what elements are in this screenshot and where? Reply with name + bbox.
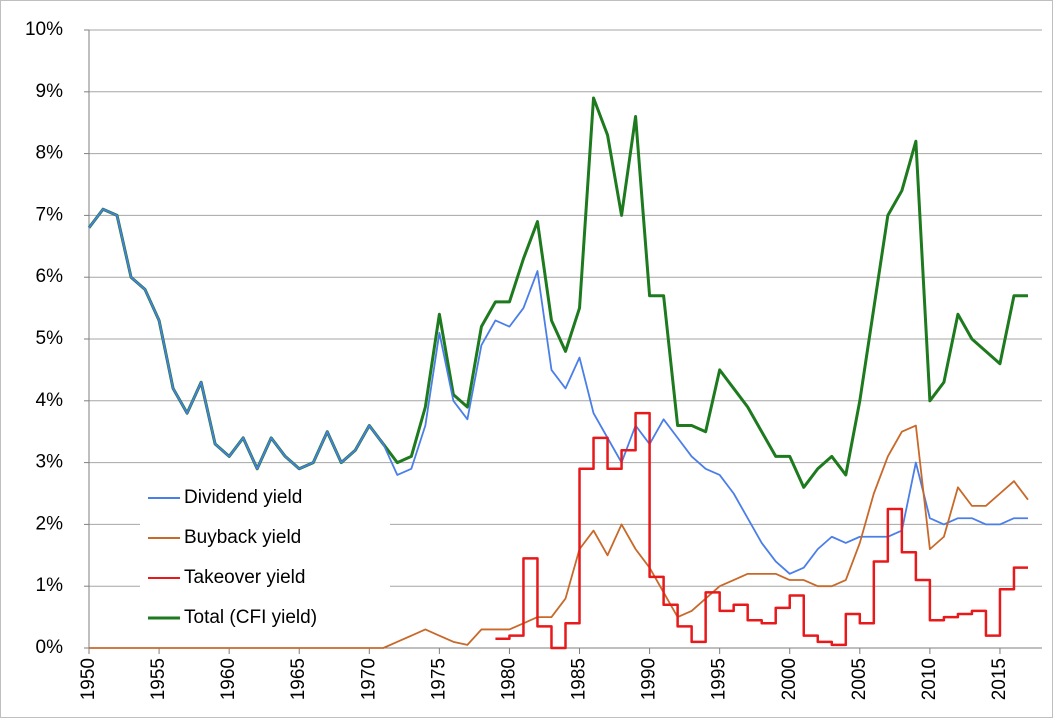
y-tick-label: 8%: [36, 143, 64, 164]
x-tick-label: 1985: [569, 658, 590, 700]
y-tick-label: 1%: [36, 575, 64, 596]
x-tick-label: 1955: [148, 658, 169, 700]
x-tick-label: 2000: [779, 658, 800, 700]
y-tick-label: 10%: [25, 19, 63, 40]
x-tick-label: 2010: [919, 658, 940, 700]
legend-label: Total (CFI yield): [184, 607, 317, 628]
y-tick-label: 6%: [36, 266, 64, 287]
x-tick-label: 1960: [218, 658, 239, 700]
x-tick-label: 1995: [709, 658, 730, 700]
series-line: [88, 208, 1028, 575]
y-tick-label: 0%: [36, 637, 64, 658]
legend-box: [140, 478, 390, 640]
y-tick-label: 7%: [36, 204, 64, 225]
y-tick-label: 5%: [36, 328, 64, 349]
x-tick-label: 2005: [849, 658, 870, 700]
y-tick-label: 2%: [36, 513, 64, 534]
x-tick-label: 1970: [358, 658, 379, 700]
y-tick-label: 9%: [36, 81, 64, 102]
x-tick-label: 1965: [288, 658, 309, 700]
legend-label: Takeover yield: [184, 567, 305, 588]
series-line: [89, 424, 1029, 649]
x-tick-label: 1975: [428, 658, 449, 700]
legend-label: Dividend yield: [184, 487, 302, 508]
x-tick-label: 2015: [989, 658, 1010, 700]
y-tick-label: 4%: [36, 390, 64, 411]
legend-label: Buyback yield: [184, 527, 301, 548]
legend: Dividend yield Buyback yield Takeover yiel…: [140, 478, 390, 640]
y-tick-label: 3%: [36, 452, 64, 473]
series-line: [495, 411, 1028, 650]
x-tick-label: 1980: [498, 658, 519, 700]
x-tick-label: 1950: [78, 658, 99, 700]
x-tick-label: 1990: [639, 658, 660, 700]
